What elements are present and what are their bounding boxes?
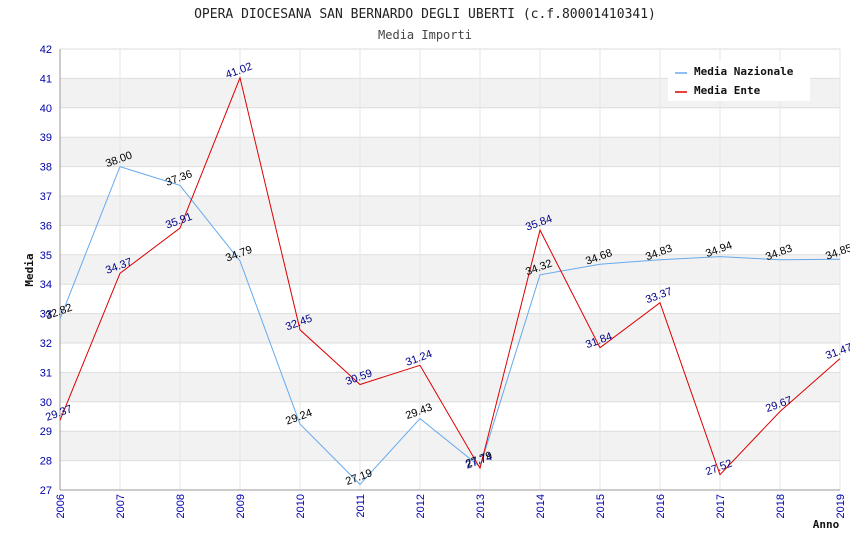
y-tick-label: 33 xyxy=(40,309,52,321)
x-tick-label: 2009 xyxy=(235,494,247,518)
y-tick-label: 41 xyxy=(40,73,52,85)
y-tick-label: 31 xyxy=(40,367,52,379)
x-tick-label: 2006 xyxy=(55,494,67,518)
data-label: 27.19 xyxy=(344,467,374,488)
gridlines xyxy=(59,48,841,491)
y-tick-label: 38 xyxy=(40,162,52,174)
chart-title: OPERA DIOCESANA SAN BERNARDO DEGLI UBERT… xyxy=(194,7,656,22)
chart-subtitle: Media Importi xyxy=(378,28,472,42)
y-tick-label: 28 xyxy=(40,456,52,468)
series-lines xyxy=(59,76,841,486)
x-tick-label: 2017 xyxy=(715,494,727,518)
legend-label-nazionale: Media Nazionale xyxy=(694,65,794,78)
grid-band xyxy=(60,137,840,167)
series-line-ente xyxy=(59,76,841,476)
data-label: 29.24 xyxy=(284,407,314,428)
y-tick-label: 39 xyxy=(40,132,52,144)
y-tick-label: 29 xyxy=(40,426,52,438)
x-tick-label: 2007 xyxy=(115,494,127,518)
x-axis-label: Anno xyxy=(813,518,840,531)
series-line-nazionale xyxy=(59,165,841,486)
x-tick-label: 2010 xyxy=(295,494,307,518)
y-tick-label: 30 xyxy=(40,397,52,409)
y-tick-label: 27 xyxy=(40,485,52,497)
data-label: 37.36 xyxy=(164,168,194,189)
grid-band xyxy=(60,254,840,285)
legend: Media Nazionale Media Ente xyxy=(668,61,810,101)
y-tick-label: 32 xyxy=(40,338,52,350)
y-tick-label: 40 xyxy=(40,103,52,115)
y-tick-label: 36 xyxy=(40,220,52,232)
x-tick-label: 2011 xyxy=(355,494,367,518)
grid-band xyxy=(60,313,840,343)
x-tick-label: 2016 xyxy=(655,494,667,518)
x-tick-label: 2013 xyxy=(475,494,487,518)
y-axis-label: Media xyxy=(23,253,36,286)
x-tick-label: 2015 xyxy=(595,494,607,518)
data-label: 31.47 xyxy=(824,341,850,362)
legend-label-ente: Media Ente xyxy=(694,84,761,97)
y-tick-label: 35 xyxy=(40,250,52,262)
grid-band xyxy=(60,372,840,402)
grid-band xyxy=(60,196,840,226)
grid-bands xyxy=(60,78,840,461)
x-tick-label: 2008 xyxy=(175,494,187,518)
grid-band xyxy=(60,431,840,461)
x-tick-label: 2014 xyxy=(535,494,547,518)
x-tick-label: 2018 xyxy=(775,494,787,518)
y-tick-label: 34 xyxy=(40,279,52,291)
y-tick-labels: 27 28 29 30 31 32 33 34 35 36 37 38 39 40 41 42 xyxy=(40,44,52,497)
legend-box xyxy=(668,61,810,101)
x-tick-labels: 2006 2007 2008 2009 2010 2011 2012 2013 2014 2015… xyxy=(55,494,847,518)
y-tick-label: 42 xyxy=(40,44,52,56)
x-tick-label: 2012 xyxy=(415,494,427,518)
x-tick-label: 2019 xyxy=(835,494,847,518)
y-tick-label: 37 xyxy=(40,191,52,203)
